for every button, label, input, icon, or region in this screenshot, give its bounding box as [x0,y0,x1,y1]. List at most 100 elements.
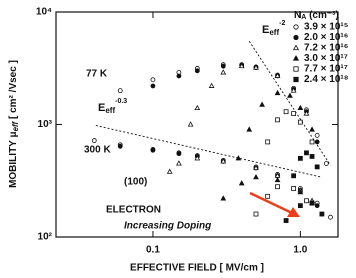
data-point [194,155,201,161]
guide-label: Eeff-2 [262,20,285,37]
data-point [265,193,271,199]
y-axis-title-sub: eff [11,120,20,131]
data-point [208,82,215,88]
legend-marker [293,66,299,72]
legend-label: 7.7 × 10¹⁷ [304,64,348,75]
data-point [309,139,315,145]
data-point [220,195,227,201]
data-point [274,176,281,183]
guide-label-sup: -2 [279,20,285,27]
data-point [303,110,310,116]
y-axis-title-main: MOBILITY μ [8,131,19,188]
legend-marker [293,24,299,30]
y-tick-label: 10² [38,232,53,243]
legend-label: 3.9 × 10¹⁵ [304,22,349,33]
data-point [150,77,156,83]
data-point [91,138,97,143]
data-point [309,200,315,206]
data-point [314,164,320,170]
data-point [220,63,226,69]
legend-marker [293,34,299,41]
x-tick-label: 0.1 [146,245,160,256]
data-point [290,87,297,93]
guide-line [248,40,331,166]
y-tick-label: 10⁴ [36,7,52,18]
data-point [176,73,182,79]
annotation-77k: 77 K [86,69,108,80]
data-point [275,117,280,123]
data-point [304,150,309,156]
legend-label: 2.4 × 10¹⁸ [304,74,349,85]
x-tick-label: 1.0 [293,245,307,256]
data-point [253,173,259,180]
data-point [297,203,303,209]
data-point [283,109,289,115]
data-point [319,211,325,217]
guide-label: Eeff-0.3 [98,98,127,115]
annotation-doping: Increasing Doping [124,221,211,232]
legend-title-sub: A [301,14,306,21]
data-point [246,126,253,132]
data-point [328,214,333,220]
legend-marker [292,44,300,51]
data-point [297,155,303,161]
annotation-orientation: (100) [124,177,147,188]
data-point [309,154,315,159]
data-point [253,64,259,70]
data-point [117,88,123,94]
legend-label: 3.0 × 10¹⁷ [304,53,348,64]
data-point [176,151,182,157]
data-point [194,68,200,74]
data-point [150,83,156,89]
annotation-carrier: ELECTRON [106,205,161,216]
data-point [274,89,281,96]
legend-title: NA (cm⁻³) [294,10,339,21]
guide-label-base: E [98,102,105,114]
legend-label: 2.0 × 10¹⁶ [304,32,348,43]
data-point [323,161,329,166]
data-point [253,164,259,171]
legend-title-unit: (cm⁻³) [306,10,339,21]
doping-arrow [249,191,293,215]
data-point [166,168,173,174]
data-point [274,72,281,78]
y-tick-label: 10³ [38,119,53,130]
annotation-300k: 300 K [84,145,111,156]
data-point [304,198,309,204]
legend-marker [292,55,300,61]
data-point [314,133,320,138]
doping-arrowhead [287,207,300,217]
data-point [238,62,245,69]
legend-marker [293,76,299,83]
data-point [176,160,182,166]
data-point [297,189,304,195]
data-point [314,203,320,209]
x-axis-title: EFFECTIVE FIELD [ MV/cm ] [130,263,264,274]
data-point [220,158,227,164]
data-point [187,121,194,127]
data-point [291,111,297,116]
guide-label-sup: -0.3 [115,98,127,105]
guide-label-sub: eff [105,106,115,115]
data-point [291,186,297,191]
guide-line [95,125,321,178]
data-point [259,101,265,107]
data-point [150,147,156,153]
data-point [220,69,227,75]
data-point [297,104,304,111]
data-point [265,139,271,145]
data-point [253,211,259,217]
y-axis-title: MOBILITY μeff [ cm² /Vsec ] [8,60,20,188]
data-point [117,143,123,149]
data-point [287,92,293,98]
y-axis-title-unit: [ cm² /Vsec ] [8,60,19,122]
legend-label: 7.2 × 10¹⁶ [304,43,348,54]
data-point [291,173,297,179]
data-point [238,180,245,186]
data-point [275,184,280,190]
data-point [309,126,315,132]
guide-label-sub: eff [269,28,279,37]
legend-title-main: N [294,10,301,21]
guide-label-base: E [262,24,269,36]
